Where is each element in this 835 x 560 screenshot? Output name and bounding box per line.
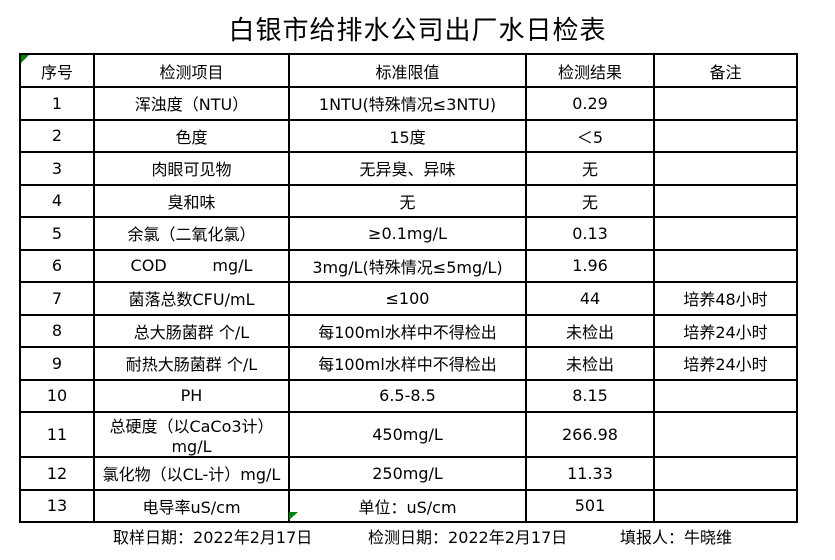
reporter: 填报人：牛晓维 xyxy=(620,524,732,548)
header-standard-limit: 标准限值 xyxy=(288,53,527,88)
test-result-cell: 未检出 xyxy=(525,313,655,348)
serial-number-cell: 7 xyxy=(19,281,95,316)
page-title: 白银市给排水公司出厂水日检表 xyxy=(228,16,607,46)
test-date-label: 检测日期： xyxy=(368,528,449,547)
serial-number-cell: 13 xyxy=(19,488,95,523)
header-test-result: 检测结果 xyxy=(525,53,655,88)
remark-cell xyxy=(653,216,798,251)
standard-limit-cell: 450mg/L xyxy=(288,411,527,458)
test-result-cell: 未检出 xyxy=(525,346,655,381)
serial-number-cell: 2 xyxy=(19,118,95,153)
test-item-cell: COD mg/L xyxy=(93,248,290,283)
test-result-cell: 11.33 xyxy=(525,456,655,491)
remark-cell xyxy=(653,118,798,153)
serial-number-cell: 3 xyxy=(19,151,95,186)
remark-cell xyxy=(653,378,798,413)
header-row: 序号 检测项目 标准限值 检测结果 备注 xyxy=(19,53,798,88)
serial-number-cell: 4 xyxy=(19,183,95,218)
excel-cell-corner-marker-icon xyxy=(289,512,298,520)
test-item-cell: 耐热大肠菌群 个/L xyxy=(93,346,290,381)
standard-limit-cell: 无 xyxy=(288,183,527,218)
test-result-cell: 266.98 xyxy=(525,411,655,458)
remark-cell xyxy=(653,248,798,283)
table-row: 7 菌落总数CFU/mL ≤100 44 培养48小时 xyxy=(19,281,798,316)
sampling-date-value: 2022年2月17日 xyxy=(193,528,313,547)
table-row: 13 电导率uS/cm 单位：uS/cm 501 xyxy=(19,488,798,523)
test-result-cell: 1.96 xyxy=(525,248,655,283)
table-row: 5 余氯（二氧化氯） ≥0.1mg/L 0.13 xyxy=(19,216,798,251)
table-row: 12 氯化物（以CL-计）mg/L 250mg/L 11.33 xyxy=(19,456,798,491)
test-item-cell: 余氯（二氧化氯） xyxy=(93,216,290,251)
test-result-cell: 8.15 xyxy=(525,378,655,413)
test-item-cell: 臭和味 xyxy=(93,183,290,218)
header-test-item: 检测项目 xyxy=(93,53,290,88)
serial-number-cell: 12 xyxy=(19,456,95,491)
table-row: 1 浑浊度（NTU） 1NTU(特殊情况≤3NTU) 0.29 xyxy=(19,86,798,121)
reporter-value: 牛晓维 xyxy=(684,528,733,547)
standard-limit-cell: 250mg/L xyxy=(288,456,527,491)
test-item-cell: PH xyxy=(93,378,290,413)
header-remark: 备注 xyxy=(653,53,798,88)
standard-limit-cell: 单位：uS/cm xyxy=(288,488,527,523)
remark-cell: 培养48小时 xyxy=(653,281,798,316)
table-row: 2 色度 15度 ＜5 xyxy=(19,118,798,153)
serial-number-cell: 8 xyxy=(19,313,95,348)
remark-cell: 培养24小时 xyxy=(653,346,798,381)
table-row: 3 肉眼可见物 无异臭、异味 无 xyxy=(19,151,798,186)
header-serial-number: 序号 xyxy=(19,53,95,88)
reporter-label: 填报人： xyxy=(620,528,685,547)
test-result-cell: ＜5 xyxy=(525,118,655,153)
table-row: 9 耐热大肠菌群 个/L 每100ml水样中不得检出 未检出 培养24小时 xyxy=(19,346,798,381)
test-item-cell: 总硬度（以CaCo3计）mg/L xyxy=(93,411,290,458)
serial-number-cell: 1 xyxy=(19,86,95,121)
remark-cell xyxy=(653,456,798,491)
serial-number-cell: 11 xyxy=(19,411,95,458)
test-item-cell: 总大肠菌群 个/L xyxy=(93,313,290,348)
test-item-cell: 色度 xyxy=(93,118,290,153)
remark-cell xyxy=(653,488,798,523)
sampling-date: 取样日期：2022年2月17日 xyxy=(113,524,312,548)
standard-limit-cell: ≥0.1mg/L xyxy=(288,216,527,251)
standard-limit-cell: 无异臭、异味 xyxy=(288,151,527,186)
serial-number-cell: 10 xyxy=(19,378,95,413)
sampling-date-label: 取样日期： xyxy=(113,528,194,547)
standard-limit-cell: 6.5-8.5 xyxy=(288,378,527,413)
test-result-cell: 0.29 xyxy=(525,86,655,121)
remark-cell xyxy=(653,411,798,458)
table-row: 10 PH 6.5-8.5 8.15 xyxy=(19,378,798,413)
serial-number-cell: 9 xyxy=(19,346,95,381)
test-result-cell: 0.13 xyxy=(525,216,655,251)
test-result-cell: 无 xyxy=(525,151,655,186)
standard-limit-cell: 3mg/L(特殊情况≤5mg/L) xyxy=(288,248,527,283)
remark-cell xyxy=(653,151,798,186)
standard-limit-cell: 15度 xyxy=(288,118,527,153)
table-row: 11 总硬度（以CaCo3计）mg/L 450mg/L 266.98 xyxy=(19,411,798,458)
standard-limit-cell: 每100ml水样中不得检出 xyxy=(288,313,527,348)
table-row: 8 总大肠菌群 个/L 每100ml水样中不得检出 未检出 培养24小时 xyxy=(19,313,798,348)
test-result-cell: 无 xyxy=(525,183,655,218)
inspection-table: 序号 检测项目 标准限值 检测结果 备注 1 浑浊度（NTU） 1NTU(特殊情… xyxy=(19,53,798,523)
standard-limit-cell: 1NTU(特殊情况≤3NTU) xyxy=(288,86,527,121)
test-date: 检测日期：2022年2月17日 xyxy=(368,524,567,548)
test-item-cell: 菌落总数CFU/mL xyxy=(93,281,290,316)
standard-limit-cell: ≤100 xyxy=(288,281,527,316)
table-row: 6 COD mg/L 3mg/L(特殊情况≤5mg/L) 1.96 xyxy=(19,248,798,283)
test-item-cell: 氯化物（以CL-计）mg/L xyxy=(93,456,290,491)
serial-number-cell: 6 xyxy=(19,248,95,283)
remark-cell: 培养24小时 xyxy=(653,313,798,348)
table-row: 4 臭和味 无 无 xyxy=(19,183,798,218)
serial-number-cell: 5 xyxy=(19,216,95,251)
test-result-cell: 44 xyxy=(525,281,655,316)
test-item-cell: 浑浊度（NTU） xyxy=(93,86,290,121)
test-item-cell: 肉眼可见物 xyxy=(93,151,290,186)
test-date-value: 2022年2月17日 xyxy=(448,528,568,547)
remark-cell xyxy=(653,183,798,218)
remark-cell xyxy=(653,86,798,121)
standard-limit-cell: 每100ml水样中不得检出 xyxy=(288,346,527,381)
test-result-cell: 501 xyxy=(525,488,655,523)
test-item-cell: 电导率uS/cm xyxy=(93,488,290,523)
